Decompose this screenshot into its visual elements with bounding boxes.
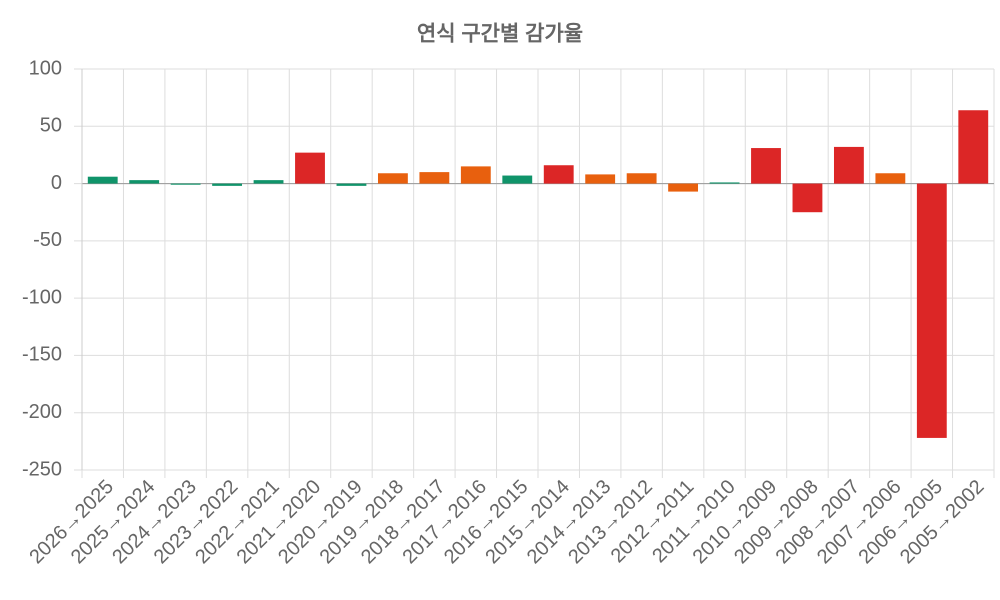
bar: [253, 180, 284, 184]
bar: [460, 166, 491, 184]
y-tick-label: -200: [22, 401, 62, 423]
bar: [543, 165, 574, 184]
bar: [668, 183, 699, 192]
bar: [295, 152, 325, 184]
y-tick-label: -50: [33, 229, 62, 251]
bar: [709, 182, 740, 184]
y-tick-label: 100: [29, 57, 62, 79]
bar: [212, 183, 243, 186]
y-tick-label: 0: [51, 172, 62, 194]
bar: [585, 174, 616, 184]
bar: [502, 175, 533, 184]
bar: [129, 180, 160, 184]
chart-title: 연식 구간별 감가율: [417, 23, 583, 46]
bar: [833, 146, 864, 184]
bar: [875, 173, 906, 184]
bar: [916, 183, 947, 438]
y-tick-label: -150: [22, 344, 62, 366]
bar: [958, 110, 989, 184]
bar: [87, 176, 118, 184]
bar: [377, 173, 408, 184]
y-tick-label: 50: [40, 115, 62, 137]
bar: [792, 183, 823, 213]
bar: [626, 173, 657, 184]
bar: [751, 148, 781, 184]
bar: [419, 172, 450, 184]
y-tick-label: -250: [22, 458, 62, 480]
y-tick-label: -100: [22, 286, 62, 308]
bar: [170, 183, 201, 185]
bar: [336, 183, 367, 186]
